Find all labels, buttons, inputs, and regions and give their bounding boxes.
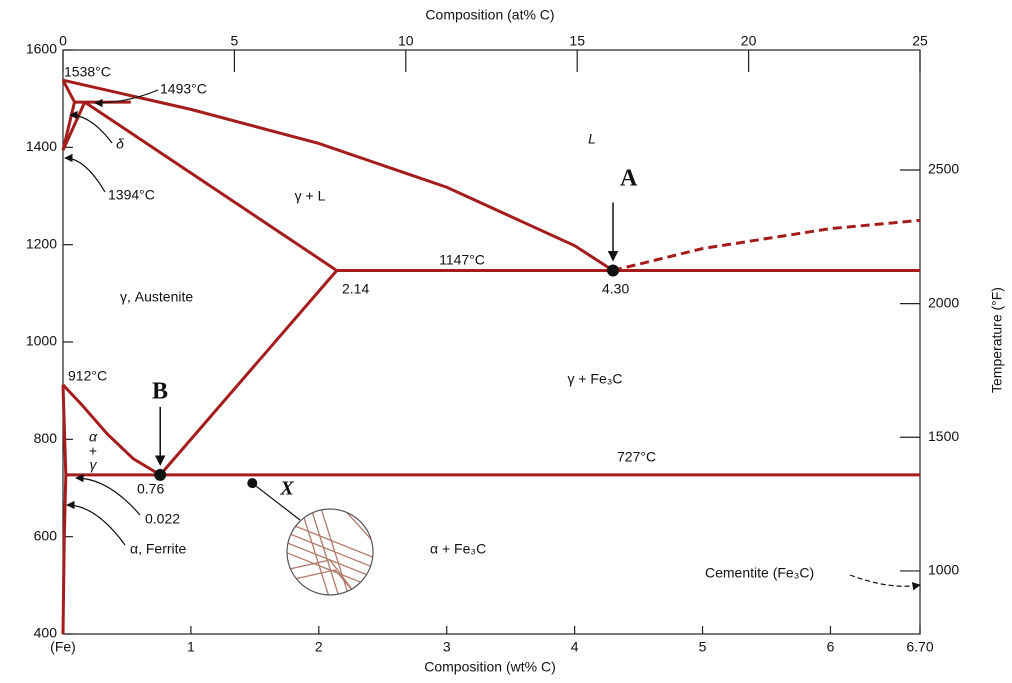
annotation: γ + Fe₃C [567, 371, 622, 387]
annotation: α + Fe₃C [430, 541, 486, 557]
x2-tick-label: 20 [741, 33, 757, 49]
y2-tick-label: 1500 [928, 428, 959, 444]
annotation: 912°C [68, 368, 107, 384]
annotation: 1147°C [439, 252, 485, 268]
x-tick-label: 3 [443, 639, 451, 655]
annotation: γ [90, 457, 98, 473]
annotation: 0.022 [145, 511, 180, 527]
annotation: 1493°C [160, 81, 207, 97]
x2-tick-label: 5 [231, 33, 239, 49]
y2-tick-label: 2500 [928, 161, 959, 177]
plot-frame [63, 50, 920, 634]
annotation: 2.14 [342, 281, 369, 297]
point [154, 469, 166, 481]
y-tick-label: 400 [34, 625, 58, 641]
x-axis-label: Composition (wt% C) [424, 659, 555, 675]
x2-tick-label: 10 [398, 33, 414, 49]
x2-tick-label: 15 [569, 33, 585, 49]
annotation: α, Ferrite [130, 541, 187, 557]
arrow [67, 505, 125, 545]
phase-boundary [63, 80, 613, 270]
x-tick-label: 2 [315, 639, 323, 655]
microstructure [280, 505, 395, 605]
x-tick-label: 1 [187, 639, 195, 655]
point-label: B [152, 379, 168, 405]
x-tick-label: 6.70 [906, 639, 933, 655]
arrow [850, 575, 920, 586]
y-tick-label: 1400 [26, 138, 57, 154]
annotation: 1394°C [108, 187, 155, 203]
point-label: A [620, 166, 638, 192]
annotation: 4.30 [602, 281, 629, 297]
phase-diagram: Composition (wt% C) Composition (at% C) … [0, 0, 1012, 683]
arrow [65, 158, 105, 192]
y-tick-label: 800 [34, 430, 58, 446]
annotation: γ + L [295, 188, 326, 204]
x2-axis-label: Composition (at% C) [425, 7, 554, 23]
y-tick-label: 600 [34, 527, 58, 543]
x-tick-label: 4 [571, 639, 579, 655]
point [607, 264, 619, 276]
phase-boundary [63, 385, 160, 475]
y2-tick-label: 1000 [928, 562, 959, 578]
y-tick-label: 1200 [26, 235, 57, 251]
x-tick-label: 5 [699, 639, 707, 655]
annotation: γ, Austenite [120, 289, 193, 305]
annotation: 727°C [617, 449, 656, 465]
point-label: X [279, 478, 294, 500]
annotation: δ [116, 136, 124, 152]
annotation: 1538°C [64, 64, 111, 80]
x2-tick-label: 25 [912, 33, 928, 49]
phase-boundary [613, 220, 920, 270]
x-tick-label: (Fe) [50, 639, 76, 655]
y2-tick-label: 2000 [928, 294, 959, 310]
x2-tick-label: 0 [59, 33, 67, 49]
annotation: L [588, 131, 596, 147]
y-tick-label: 1600 [26, 41, 57, 57]
annotation: 0.76 [137, 481, 164, 497]
y2-axis-label: Temperature (°F) [989, 287, 1005, 393]
y-tick-label: 1000 [26, 333, 57, 349]
point [247, 478, 257, 488]
annotation: Cementite (Fe₃C) [705, 565, 814, 581]
x-tick-label: 6 [827, 639, 835, 655]
